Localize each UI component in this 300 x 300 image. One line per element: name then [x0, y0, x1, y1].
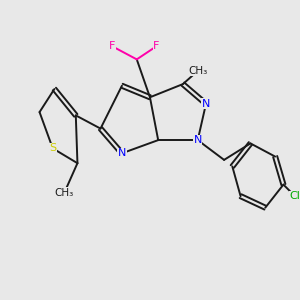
Text: F: F [109, 41, 115, 51]
Text: N: N [202, 99, 210, 109]
Text: S: S [49, 143, 56, 153]
Text: N: N [194, 135, 202, 145]
Text: CH₃: CH₃ [188, 66, 207, 76]
Text: Cl: Cl [290, 191, 300, 201]
Text: CH₃: CH₃ [55, 188, 74, 198]
Text: F: F [153, 41, 160, 51]
Text: N: N [118, 148, 126, 158]
